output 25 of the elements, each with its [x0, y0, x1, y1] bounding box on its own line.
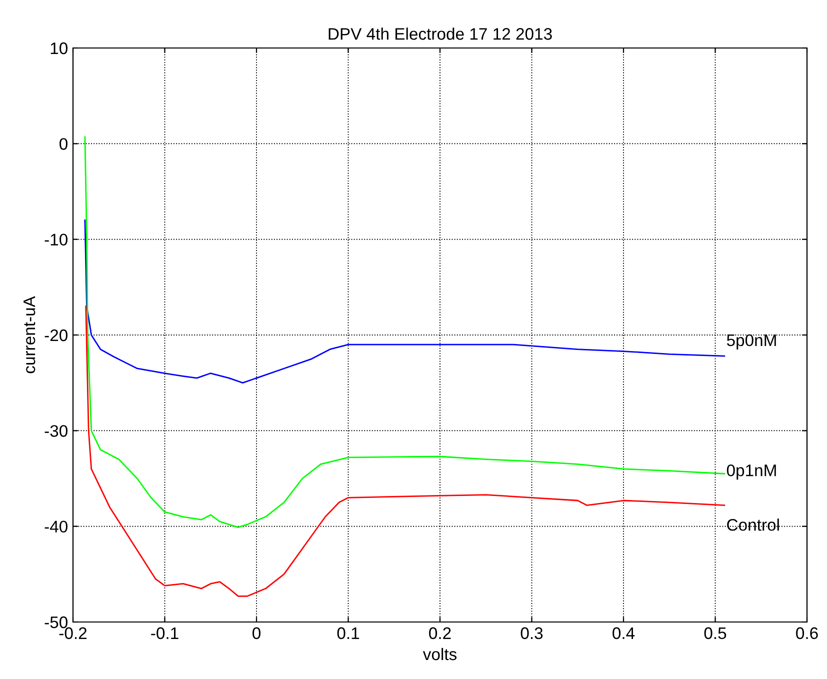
y-tick-label: 10: [50, 42, 68, 54]
x-tick-label: 0.3: [520, 627, 543, 640]
series-label: 5p0nM: [726, 334, 776, 350]
y-tick-label: -40: [44, 520, 68, 533]
y-axis-title: current-uA: [24, 296, 36, 374]
x-tick-label: 0.4: [612, 627, 635, 640]
x-tick-label: -0.1: [151, 627, 178, 640]
series-label: Control: [727, 518, 779, 531]
y-tick-label: -10: [44, 234, 68, 246]
x-tick-label: -0.2: [59, 627, 87, 640]
x-axis-title: volts: [422, 648, 457, 660]
chart-title: DPV 4th Electrode 17 12 2013: [328, 28, 552, 40]
x-tick-label: 0: [252, 627, 260, 640]
series-label: 0p1nM: [726, 464, 776, 480]
y-tick-label: -30: [44, 425, 68, 437]
y-tick-label: 0: [60, 138, 68, 150]
x-tick-label: 0.2: [429, 627, 451, 640]
y-tick-label: -20: [44, 329, 68, 342]
x-tick-label: 0.6: [796, 627, 818, 640]
line-series: [84, 136, 726, 528]
line-series: [85, 306, 726, 597]
y-tick-label: -50: [44, 616, 68, 628]
x-tick-label: 0.5: [704, 627, 726, 640]
line-series: [84, 220, 726, 384]
x-tick-label: 0.1: [337, 627, 360, 640]
